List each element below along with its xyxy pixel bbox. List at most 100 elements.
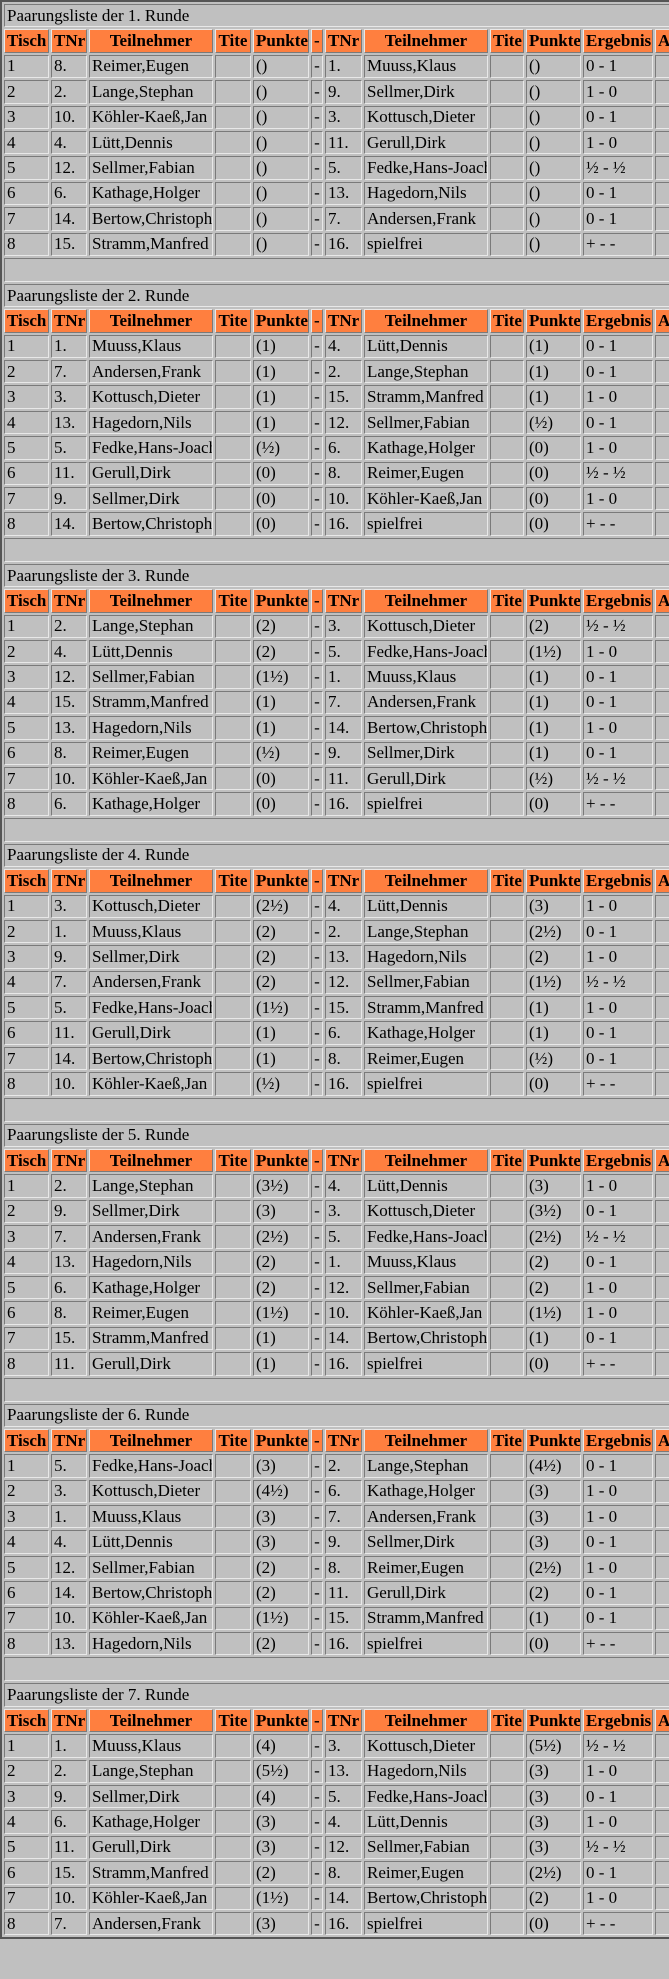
table-number: 1 (4, 1734, 49, 1758)
title-white (215, 1555, 251, 1580)
header-teilnehmer-black: Teilnehmer (364, 29, 488, 53)
spacer-cell (4, 257, 669, 282)
title-white (215, 996, 251, 1020)
player-white: Kathage,Holger (89, 1275, 213, 1300)
points-white: (1) (253, 334, 309, 359)
tnr-white: 12. (51, 1555, 87, 1580)
tnr-black: 6. (325, 1479, 362, 1504)
at (655, 1759, 669, 1783)
tnr-white: 2. (51, 80, 87, 104)
at (655, 716, 669, 740)
title-black (490, 894, 524, 918)
header-teilnehmer-black: Teilnehmer (364, 589, 488, 613)
header-ergebnis: Ergebnis (583, 29, 653, 53)
separator: - (311, 970, 323, 995)
table-number: 3 (4, 945, 49, 969)
table-number: 3 (4, 1785, 49, 1809)
title-white (215, 970, 251, 995)
points-white: (½) (253, 741, 309, 765)
title-black (490, 156, 524, 180)
player-white: Hagedorn,Nils (89, 716, 213, 740)
title-white (215, 665, 251, 689)
player-white: Andersen,Frank (89, 360, 213, 384)
result: 1 - 0 (583, 716, 653, 740)
header-titel-black: Tite (490, 589, 524, 613)
table-number: 3 (4, 105, 49, 129)
title-black (490, 487, 524, 511)
points-black: (1) (526, 1606, 581, 1631)
points-white: (½) (253, 436, 309, 460)
player-black: Muuss,Klaus (364, 54, 488, 79)
table-number: 1 (4, 334, 49, 359)
result: 1 - 0 (583, 894, 653, 918)
tnr-black: 2. (325, 360, 362, 384)
table-row: 5 12. Sellmer,Fabian() -5. Fedke,Hans-Joach(… (4, 156, 669, 180)
points-black: (½) (526, 1046, 581, 1071)
round-title: Paarungsliste der 3. Runde (4, 563, 669, 588)
separator: - (311, 54, 323, 79)
title-white (215, 1785, 251, 1809)
player-black: Stramm,Manfred (364, 385, 488, 409)
title-black (490, 716, 524, 740)
at (655, 919, 669, 944)
result: 1 - 0 (583, 80, 653, 104)
points-white: (2) (253, 1275, 309, 1300)
player-white: Lange,Stephan (89, 1759, 213, 1783)
round-title-row: Paarungsliste der 6. Runde (4, 1403, 669, 1427)
points-black: (0) (526, 1352, 581, 1376)
header-tisch: Tisch (4, 869, 49, 893)
tnr-black: 6. (325, 1021, 362, 1045)
title-black (490, 410, 524, 435)
separator: - (311, 181, 323, 206)
points-white: (2) (253, 919, 309, 944)
spacer-cell (4, 537, 669, 562)
header-punkte-white: Punkte (253, 1149, 309, 1173)
result: 0 - 1 (583, 919, 653, 944)
points-white: (1½) (253, 1301, 309, 1325)
title-white (215, 1072, 251, 1096)
header-punkte-white: Punkte (253, 29, 309, 53)
points-black: (5½) (526, 1734, 581, 1758)
at (655, 181, 669, 206)
header-row: Tisch TNr Teilnehmer Tite Punkte - TNr Teilnehm… (4, 1708, 669, 1733)
tnr-white: 11. (51, 1352, 87, 1376)
at (655, 461, 669, 486)
points-black: () (526, 207, 581, 231)
result: 0 - 1 (583, 1530, 653, 1554)
tnr-black: 9. (325, 1530, 362, 1554)
table-row: 6 8. Reimer,Eugen (1½) -10. Köhler-Kaeß,Jan (1… (4, 1301, 669, 1325)
tnr-white: 13. (51, 410, 87, 435)
tnr-white: 12. (51, 156, 87, 180)
tnr-black: 8. (325, 1555, 362, 1580)
header-punkte-black: Punkte (526, 869, 581, 893)
title-white (215, 1174, 251, 1198)
player-white: Bertow,Christoph (89, 1581, 213, 1605)
points-black: (3) (526, 1479, 581, 1504)
spacer-row (4, 257, 669, 282)
tnr-black: 4. (325, 1810, 362, 1834)
points-white: () (253, 207, 309, 231)
header-tisch: Tisch (4, 29, 49, 53)
table-number: 6 (4, 741, 49, 765)
title-white (215, 1734, 251, 1758)
title-white (215, 1632, 251, 1656)
table-row: 7 14. Bertow,Christoph (1) -8. Reimer,Eugen (½… (4, 1046, 669, 1071)
header-punkte-black: Punkte (526, 589, 581, 613)
tnr-white: 1. (51, 919, 87, 944)
result: ½ - ½ (583, 1734, 653, 1758)
points-black: () (526, 105, 581, 129)
table-number: 4 (4, 1530, 49, 1554)
tnr-black: 16. (325, 232, 362, 256)
title-white (215, 1199, 251, 1224)
tnr-white: 11. (51, 461, 87, 486)
tnr-black: 11. (325, 130, 362, 155)
result: 0 - 1 (583, 1199, 653, 1224)
points-white: (3) (253, 1810, 309, 1834)
points-black: (½) (526, 766, 581, 791)
player-white: Lange,Stephan (89, 1174, 213, 1198)
header-row: Tisch TNr Teilnehmer Tite Punkte - TNr Teilnehm… (4, 29, 669, 53)
points-white: (1) (253, 690, 309, 715)
player-black: Bertow,Christoph (364, 1326, 488, 1351)
player-white: Andersen,Frank (89, 970, 213, 995)
points-black: (2) (526, 945, 581, 969)
